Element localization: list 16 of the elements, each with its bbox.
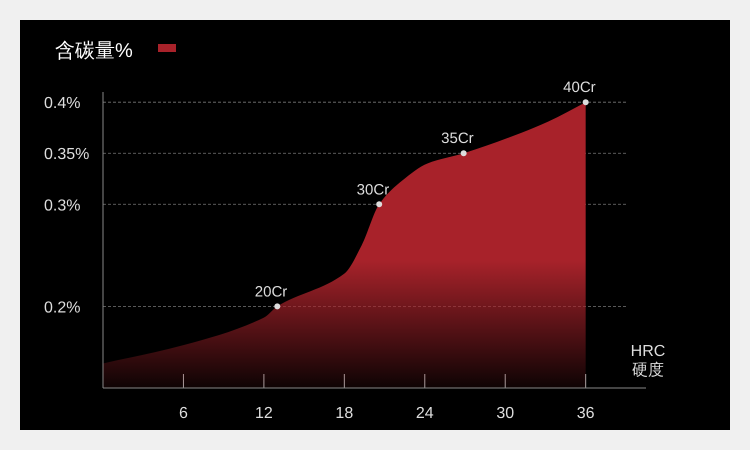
y-tick-label: 0.4% (44, 95, 80, 112)
annotation: 35Cr (441, 130, 474, 148)
y-tick-label: 0.35% (44, 146, 90, 164)
annotation: 30Cr (356, 181, 390, 198)
legend-label: 含碳量% (55, 40, 133, 62)
x-tick-label: 24 (416, 405, 434, 422)
annotation: 40Cr (563, 79, 596, 96)
x-tick-label: 12 (254, 405, 273, 422)
x-tick-label: 18 (335, 405, 354, 422)
annotation: 20Cr (254, 283, 288, 300)
x-axis-title: HRC 硬度 (630, 343, 666, 379)
y-tick-label: 0.3% (44, 197, 80, 214)
x-tick-label: 36 (576, 405, 595, 422)
x-tick-label: 6 (178, 405, 188, 422)
x-tick-label: 30 (496, 405, 514, 422)
y-tick-label: 0.2% (44, 299, 80, 316)
